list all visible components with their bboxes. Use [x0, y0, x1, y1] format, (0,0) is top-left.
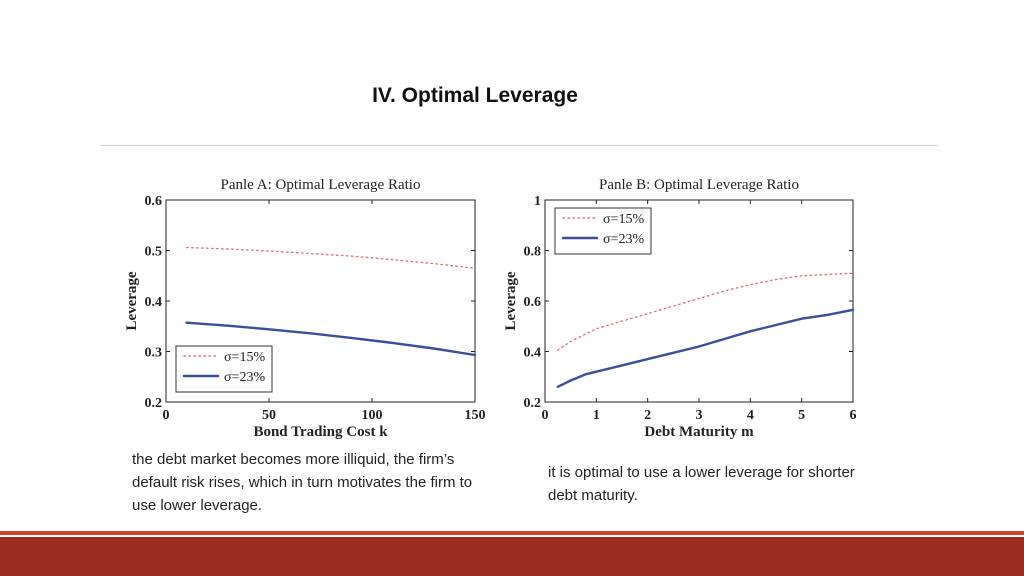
x-tick-label: 6	[850, 408, 857, 423]
x-tick-label: 1	[593, 408, 600, 423]
chart-title: Panle A: Optimal Leverage Ratio	[221, 177, 421, 193]
x-axis-label: Debt Maturity m	[644, 424, 754, 440]
legend-label: σ=15%	[603, 212, 644, 227]
x-tick-label: 50	[262, 408, 276, 423]
x-tick-label: 5	[798, 408, 805, 423]
y-axis-label: Leverage	[124, 271, 140, 330]
caption-panel-b: it is optimal to use a lower leverage fo…	[548, 464, 855, 504]
series-line-sigma-23	[185, 321, 477, 357]
y-tick-label: 0.6	[524, 295, 542, 310]
legend-label: σ=23%	[224, 370, 265, 385]
series-line-sigma-23	[556, 308, 855, 389]
legend-box	[554, 207, 652, 255]
slide-title: IV. Optimal Leverage	[372, 84, 578, 107]
x-tick-label: 3	[696, 408, 703, 423]
footer-accent-line	[0, 531, 1024, 535]
legend-label: σ=15%	[224, 350, 265, 365]
x-tick-label: 150	[465, 408, 486, 423]
y-tick-label: 0.4	[145, 295, 163, 310]
x-axis-label: Bond Trading Cost k	[253, 424, 388, 440]
x-tick-label: 0	[542, 408, 549, 423]
caption-panel-a: the debt market becomes more illiquid, t…	[132, 451, 473, 514]
legend-box	[175, 345, 273, 393]
y-axis-label: Leverage	[503, 271, 519, 330]
y-tick-label: 0.4	[524, 346, 542, 361]
x-tick-label: 2	[644, 408, 651, 423]
chart-panel-a: Panle A: Optimal Leverage Ratio 0 50 100 150…	[124, 177, 486, 440]
y-tick-label: 0.6	[145, 194, 163, 209]
series-line-sigma-15	[557, 272, 854, 351]
series-line-sigma-15	[185, 246, 476, 269]
y-tick-label: 0.5	[145, 245, 163, 260]
y-tick-label: 1	[534, 194, 541, 209]
chart-panel-b: Panle B: Optimal Leverage Ratio 0 1 2 3 4 5 6 0.…	[503, 177, 857, 440]
x-tick-label: 4	[747, 408, 754, 423]
y-tick-label: 0.2	[524, 396, 542, 411]
chart-title: Panle B: Optimal Leverage Ratio	[599, 177, 799, 193]
x-tick-label: 0	[163, 408, 170, 423]
y-tick-label: 0.2	[145, 396, 163, 411]
title-divider	[100, 145, 938, 146]
legend-label: σ=23%	[603, 232, 644, 247]
footer-bar	[0, 537, 1024, 576]
x-tick-label: 100	[362, 408, 383, 423]
y-tick-label: 0.8	[524, 245, 542, 260]
y-tick-label: 0.3	[145, 346, 163, 361]
